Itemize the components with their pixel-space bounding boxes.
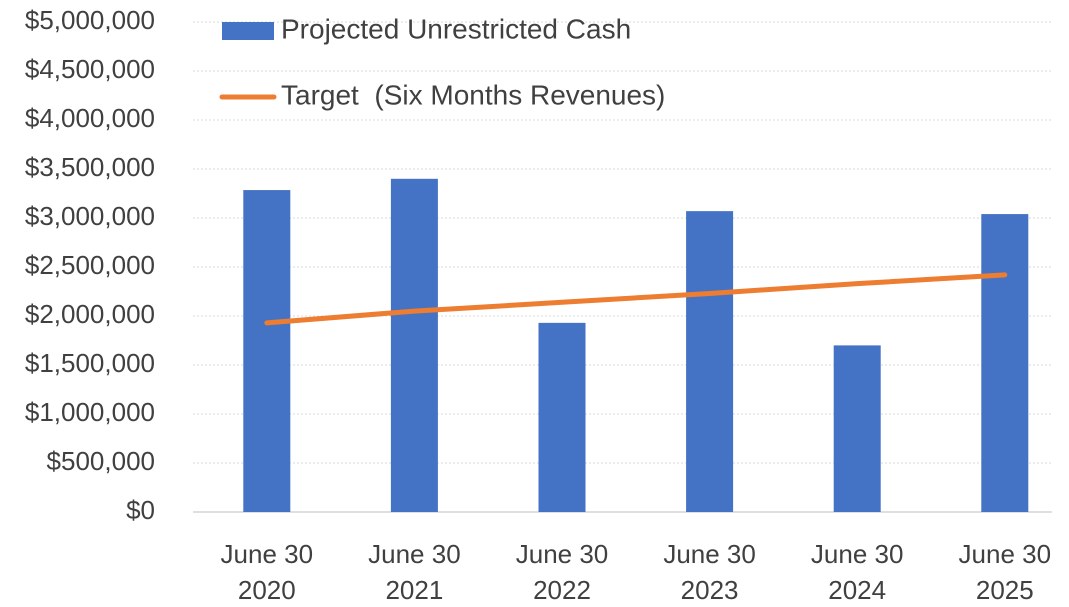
y-tick-label: $1,000,000 [25,397,155,427]
x-tick-label: June 30 2023 [663,539,756,605]
y-tick-label: $4,500,000 [25,54,155,84]
y-tick-label: $4,000,000 [25,103,155,133]
x-tick-label: June 30 2022 [516,539,609,605]
y-tick-label: $5,000,000 [25,5,155,35]
y-tick-label: $1,500,000 [25,348,155,378]
y-tick-label: $500,000 [47,446,155,476]
legend-label: Projected Unrestricted Cash [281,13,631,44]
legend-label: Target (Six Months Revenues) [281,79,665,110]
bar [243,190,291,512]
bar [390,178,438,513]
legend-swatch [222,22,274,40]
bar [538,322,586,512]
x-tick-label: June 30 2025 [959,539,1052,605]
x-tick-label: June 30 2024 [811,539,904,605]
x-tick-label: June 30 2020 [221,539,314,605]
y-tick-label: $2,000,000 [25,299,155,329]
x-tick-label: June 30 2021 [368,539,461,605]
y-tick-label: $0 [126,495,155,525]
y-tick-label: $2,500,000 [25,250,155,280]
bar [686,211,734,512]
bar [981,214,1029,512]
y-tick-label: $3,500,000 [25,152,155,182]
bar [833,345,881,512]
y-tick-label: $3,000,000 [25,201,155,231]
line [264,272,1008,326]
